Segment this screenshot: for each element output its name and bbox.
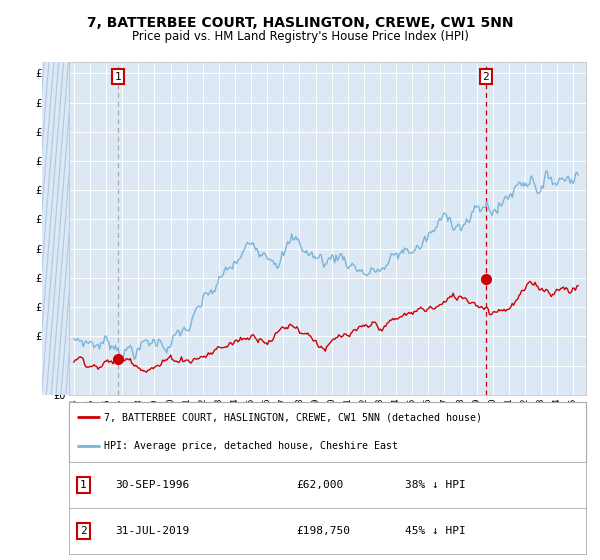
Text: 7, BATTERBEE COURT, HASLINGTON, CREWE, CW1 5NN: 7, BATTERBEE COURT, HASLINGTON, CREWE, C… — [87, 16, 513, 30]
Text: HPI: Average price, detached house, Cheshire East: HPI: Average price, detached house, Ches… — [104, 441, 398, 451]
Text: 2: 2 — [80, 526, 87, 536]
Text: £198,750: £198,750 — [296, 526, 350, 536]
Text: 38% ↓ HPI: 38% ↓ HPI — [405, 480, 466, 490]
Text: 1: 1 — [80, 480, 87, 490]
Text: 45% ↓ HPI: 45% ↓ HPI — [405, 526, 466, 536]
Text: 1: 1 — [115, 72, 122, 82]
Text: £62,000: £62,000 — [296, 480, 344, 490]
Text: 30-SEP-1996: 30-SEP-1996 — [116, 480, 190, 490]
Text: 7, BATTERBEE COURT, HASLINGTON, CREWE, CW1 5NN (detached house): 7, BATTERBEE COURT, HASLINGTON, CREWE, C… — [104, 412, 482, 422]
Text: 31-JUL-2019: 31-JUL-2019 — [116, 526, 190, 536]
Text: 2: 2 — [482, 72, 490, 82]
Text: Price paid vs. HM Land Registry's House Price Index (HPI): Price paid vs. HM Land Registry's House … — [131, 30, 469, 43]
